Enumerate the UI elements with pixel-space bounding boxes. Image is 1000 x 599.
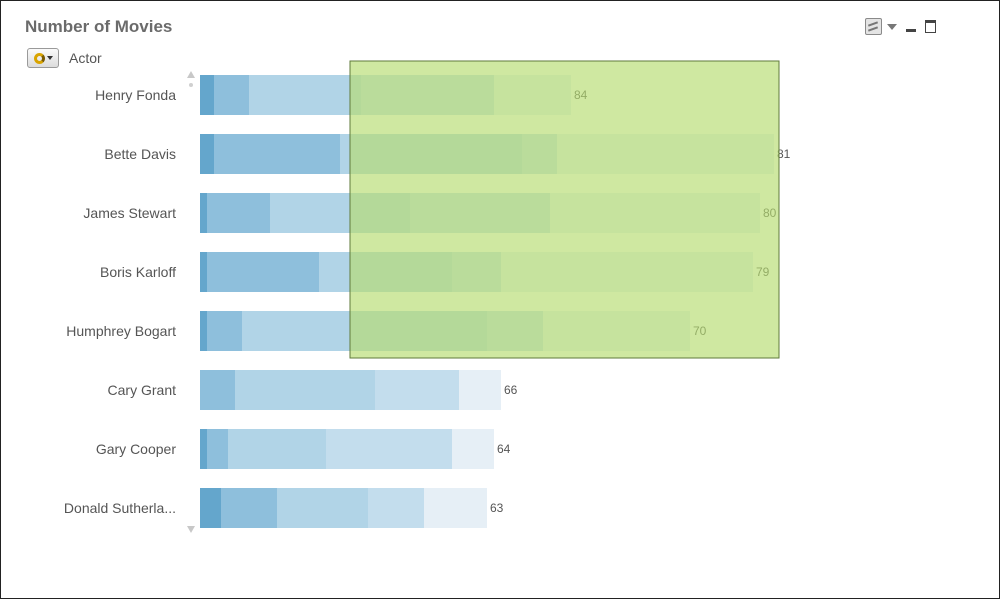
bar-segment[interactable]: [200, 429, 207, 469]
dimension-label: Actor: [69, 50, 102, 66]
minimize-icon[interactable]: [906, 29, 916, 32]
bar-segment[interactable]: [221, 488, 277, 528]
bar-segment[interactable]: [424, 488, 487, 528]
bar-segment[interactable]: [249, 75, 361, 115]
category-label: Henry Fonda: [95, 87, 176, 103]
cycle-icon: [33, 52, 45, 64]
bar-segment[interactable]: [200, 252, 207, 292]
bar-segment[interactable]: [207, 429, 228, 469]
bar-segment[interactable]: [228, 429, 326, 469]
value-label: 66: [504, 383, 518, 397]
category-label: Donald Sutherla...: [64, 500, 176, 516]
category-label: Boris Karloff: [100, 264, 176, 280]
menu-dropdown-icon[interactable]: [887, 23, 897, 30]
scroll-up-icon[interactable]: [187, 71, 195, 78]
bar-segment[interactable]: [200, 370, 235, 410]
bar-segment[interactable]: [207, 311, 242, 351]
category-label: Cary Grant: [108, 382, 177, 398]
chart-style-icon[interactable]: [865, 18, 882, 35]
scroll-down-icon[interactable]: [187, 526, 195, 533]
maximize-icon[interactable]: [925, 20, 936, 33]
bar-segment[interactable]: [452, 429, 494, 469]
bar-segment[interactable]: [326, 429, 452, 469]
selection-box[interactable]: [349, 60, 780, 359]
bar-segment[interactable]: [375, 370, 459, 410]
cycle-dimension-button[interactable]: [27, 48, 59, 68]
bar-segment[interactable]: [368, 488, 424, 528]
value-label: 63: [490, 501, 504, 515]
bar-segment[interactable]: [200, 193, 207, 233]
bar-segment[interactable]: [459, 370, 501, 410]
category-label: James Stewart: [83, 205, 176, 221]
bar-segment[interactable]: [235, 370, 375, 410]
bar-segment[interactable]: [207, 252, 319, 292]
bar-segment[interactable]: [277, 488, 368, 528]
bar-segment[interactable]: [200, 311, 207, 351]
bar-segment[interactable]: [200, 134, 214, 174]
category-label: Gary Cooper: [96, 441, 176, 457]
bar-segment[interactable]: [214, 75, 249, 115]
bar-segment[interactable]: [200, 488, 221, 528]
category-label: Humphrey Bogart: [66, 323, 176, 339]
chart-title: Number of Movies: [25, 17, 173, 36]
scroll-handle-icon[interactable]: [189, 83, 193, 87]
dimension-selector: Actor: [27, 48, 102, 68]
value-label: 81: [777, 147, 791, 161]
category-label: Bette Davis: [104, 146, 176, 162]
panel-toolbar: [865, 18, 936, 35]
bar-segment[interactable]: [214, 134, 340, 174]
chevron-down-icon: [46, 56, 53, 60]
bar-segment[interactable]: [200, 75, 214, 115]
value-label: 64: [497, 442, 511, 456]
bar-segment[interactable]: [207, 193, 270, 233]
